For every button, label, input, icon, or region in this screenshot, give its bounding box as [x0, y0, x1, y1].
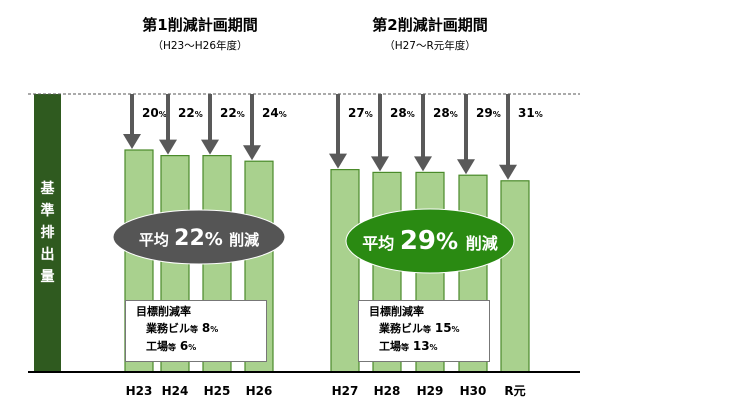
phase2-target-building: 業務ビル等 15%: [379, 320, 489, 338]
x-tick-label: H23: [126, 384, 153, 398]
target-factory-small: 等: [401, 343, 409, 352]
x-tick-label: H28: [374, 384, 401, 398]
y-axis-label-char: 基: [40, 181, 55, 197]
reduction-arrow-head: [457, 159, 475, 175]
reduction-arrow-head: [123, 134, 141, 149]
target-building-unit: %: [451, 325, 460, 334]
x-tick-label: H26: [246, 384, 273, 398]
phase1-subtitle: （H23～H26年度）: [152, 40, 248, 52]
target-factory-label: 工場: [146, 340, 168, 353]
reduction-label: 28%: [433, 106, 458, 120]
x-tick-label: H24: [162, 384, 189, 398]
target-building-value: 8: [201, 321, 211, 335]
reduction-label: 28%: [390, 106, 415, 120]
x-tick-label: H29: [417, 384, 444, 398]
y-axis-label-char: 排: [40, 225, 55, 241]
target-factory-small: 等: [168, 343, 176, 352]
reduction-label: 22%: [178, 106, 203, 120]
phase1-target-building: 業務ビル等 8%: [146, 320, 266, 338]
phase2-target-title: 目標削減率: [369, 305, 424, 318]
x-tick-label: H25: [204, 384, 231, 398]
average-reduction-ellipse: [112, 209, 286, 265]
target-factory-value: 13: [412, 339, 430, 353]
target-building-value: 15: [434, 321, 452, 335]
reduction-arrow-head: [414, 156, 432, 172]
average-reduction-ellipse: [345, 208, 515, 274]
emission-bar: [500, 180, 530, 373]
x-tick-label: R元: [504, 384, 525, 398]
target-factory-label: 工場: [379, 340, 401, 353]
reduction-arrow-head: [159, 139, 177, 155]
target-building-label: 業務ビル: [146, 322, 190, 335]
target-building-label: 業務ビル: [379, 322, 423, 335]
target-building-small: 等: [423, 325, 431, 334]
reduction-label: 29%: [476, 106, 501, 120]
target-factory-unit: %: [429, 343, 438, 352]
reduction-label: 22%: [220, 106, 245, 120]
reduction-arrow-head: [201, 139, 219, 155]
phase1-target-box: 目標削減率 業務ビル等 8% 工場等 6%: [125, 300, 267, 362]
average-reduction-text: 平均 22% 削減: [139, 226, 259, 251]
reduction-arrow-head: [243, 145, 261, 161]
emission-bar: [330, 169, 360, 373]
target-building-small: 等: [190, 325, 198, 334]
phase1-title: 第1削減計画期間: [142, 16, 258, 34]
reduction-arrow-head: [499, 164, 517, 180]
reduction-arrow-head: [329, 153, 347, 169]
phase2-subtitle: （H27～R元年度）: [384, 40, 476, 52]
x-tick-label: H30: [460, 384, 487, 398]
reduction-label: 24%: [262, 106, 287, 120]
average-reduction-text: 平均 29% 削減: [362, 226, 497, 256]
reduction-label: 20%: [142, 106, 167, 120]
target-factory-value: 6: [179, 339, 189, 353]
reduction-label: 27%: [348, 106, 373, 120]
y-axis-label: 基準排出量: [34, 94, 61, 372]
phase2-target-factory: 工場等 13%: [379, 338, 489, 356]
reduction-label: 31%: [518, 106, 543, 120]
target-building-unit: %: [210, 325, 219, 334]
reduction-arrow-head: [371, 156, 389, 172]
phase1-target-title: 目標削減率: [136, 305, 191, 318]
x-tick-label: H27: [332, 384, 359, 398]
baseline-emissions-label-box: 基準排出量: [34, 94, 61, 372]
phase2-title: 第2削減計画期間: [372, 16, 488, 34]
y-axis-label-char: 準: [40, 203, 55, 219]
phase1-target-factory: 工場等 6%: [146, 338, 266, 356]
phase2-target-box: 目標削減率 業務ビル等 15% 工場等 13%: [358, 300, 490, 362]
y-axis-label-char: 出: [40, 247, 55, 263]
y-axis-label-char: 量: [40, 269, 55, 285]
target-factory-unit: %: [188, 343, 197, 352]
